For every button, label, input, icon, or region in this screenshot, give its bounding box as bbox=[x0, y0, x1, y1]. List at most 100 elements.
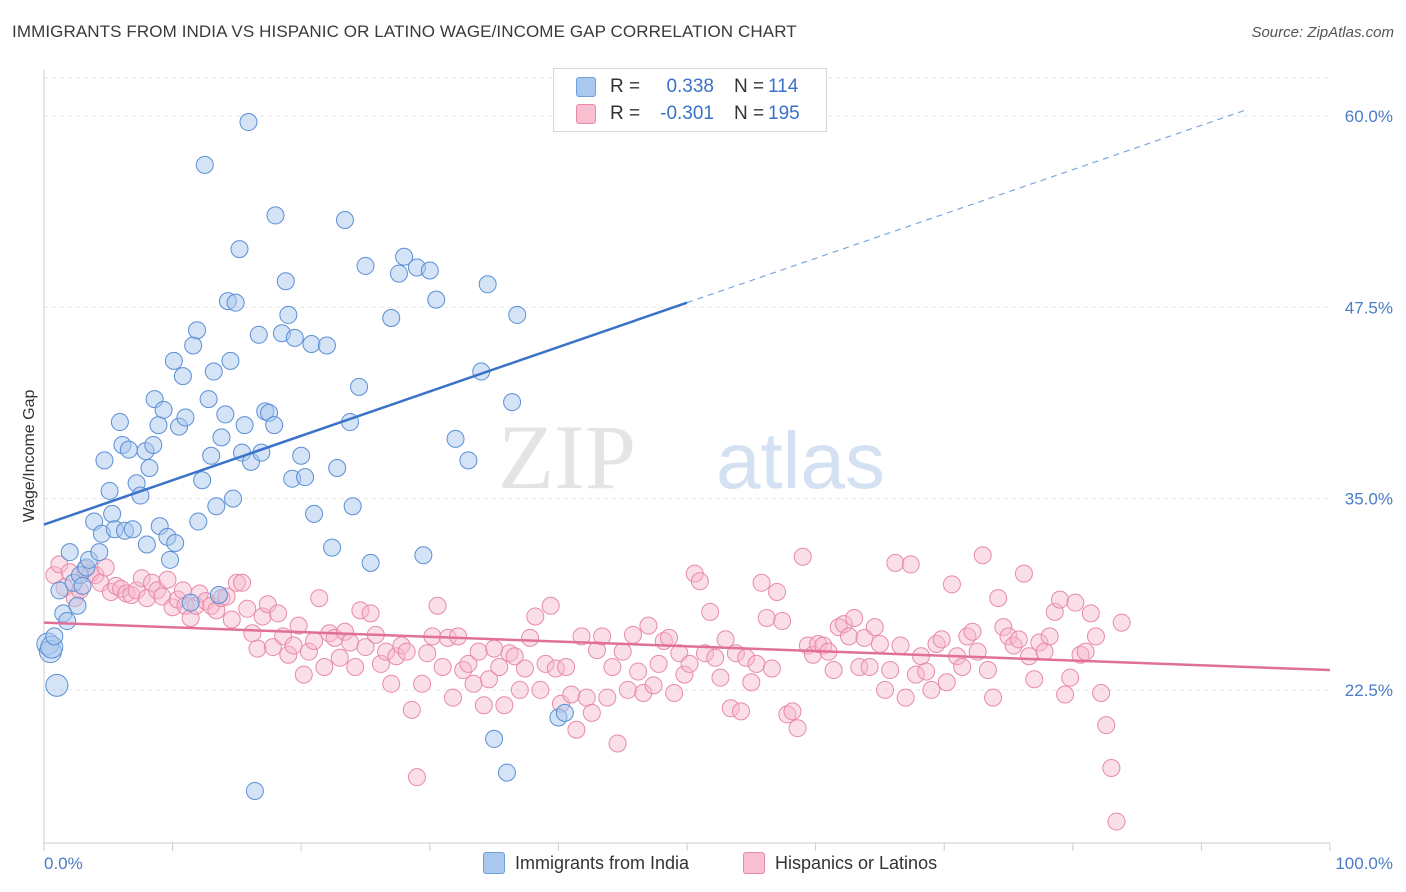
data-point-hispanic bbox=[814, 636, 833, 655]
correlation-legend: R = 0.338 N = 114 R = -0.301 N = 195 bbox=[553, 68, 827, 132]
axes bbox=[43, 70, 1331, 851]
data-point-india bbox=[45, 673, 69, 697]
data-point-hispanic bbox=[96, 558, 115, 577]
legend-item-hispanic[interactable]: Hispanics or Latinos bbox=[743, 852, 937, 874]
data-point-india bbox=[323, 538, 342, 557]
data-point-hispanic bbox=[279, 645, 298, 664]
legend-r-value: 0.338 bbox=[666, 76, 714, 97]
data-point-hispanic bbox=[490, 657, 509, 676]
data-point-hispanic bbox=[346, 657, 365, 676]
data-point-hispanic bbox=[536, 654, 555, 673]
data-point-india bbox=[226, 293, 245, 312]
legend-label-india: Immigrants from India bbox=[515, 852, 690, 873]
data-point-india bbox=[356, 256, 375, 275]
data-point-hispanic bbox=[603, 657, 622, 676]
data-point-hispanic bbox=[783, 702, 802, 721]
legend-r-label: R = bbox=[610, 76, 641, 97]
data-point-india bbox=[209, 586, 228, 605]
data-point-hispanic bbox=[500, 644, 519, 663]
series-hispanics bbox=[45, 546, 1131, 831]
data-point-hispanic bbox=[459, 654, 478, 673]
data-point-india bbox=[389, 264, 408, 283]
data-point-india bbox=[90, 543, 109, 562]
data-point-hispanic bbox=[428, 596, 447, 615]
data-point-hispanic bbox=[886, 553, 905, 572]
data-point-hispanic bbox=[747, 654, 766, 673]
data-point-hispanic bbox=[50, 555, 69, 574]
data-point-hispanic bbox=[557, 657, 576, 676]
data-point-hispanic bbox=[132, 569, 151, 588]
data-point-hispanic bbox=[901, 555, 920, 574]
data-point-hispanic bbox=[896, 688, 915, 707]
data-point-hispanic bbox=[675, 665, 694, 684]
data-point-india bbox=[285, 328, 304, 347]
data-point-india bbox=[50, 581, 69, 600]
data-point-hispanic bbox=[644, 676, 663, 695]
data-point-india bbox=[184, 336, 203, 355]
data-point-hispanic bbox=[711, 668, 730, 687]
data-point-india bbox=[149, 416, 168, 435]
data-point-india bbox=[265, 416, 284, 435]
data-point-hispanic bbox=[227, 573, 246, 592]
data-point-india bbox=[173, 367, 192, 386]
data-point-hispanic bbox=[1056, 685, 1075, 704]
data-point-india bbox=[189, 512, 208, 531]
data-point-hispanic bbox=[382, 674, 401, 693]
y-tick-label: 35.0% bbox=[1345, 490, 1393, 509]
data-point-india bbox=[123, 520, 142, 539]
data-point-hispanic bbox=[690, 572, 709, 591]
data-point-hispanic bbox=[917, 662, 936, 681]
data-point-hispanic bbox=[860, 657, 879, 676]
data-point-hispanic bbox=[577, 688, 596, 707]
data-point-hispanic bbox=[402, 700, 421, 719]
data-point-india bbox=[45, 627, 64, 646]
data-point-hispanic bbox=[1066, 593, 1085, 612]
data-point-india bbox=[154, 400, 173, 419]
data-point-hispanic bbox=[680, 654, 699, 673]
data-point-india bbox=[317, 336, 336, 355]
data-point-hispanic bbox=[649, 654, 668, 673]
data-point-india bbox=[279, 305, 298, 324]
data-point-hispanic bbox=[762, 659, 781, 678]
data-point-hispanic bbox=[1061, 668, 1080, 687]
data-point-hispanic bbox=[788, 719, 807, 738]
data-point-hispanic bbox=[433, 657, 452, 676]
data-point-hispanic bbox=[598, 688, 617, 707]
data-point-hispanic bbox=[330, 648, 349, 667]
data-point-hispanic bbox=[984, 688, 1003, 707]
data-point-hispanic bbox=[356, 638, 375, 657]
data-point-hispanic bbox=[515, 659, 534, 678]
data-point-hispanic bbox=[299, 642, 318, 661]
data-point-hispanic bbox=[942, 575, 961, 594]
watermark-zip: ZIP bbox=[498, 406, 636, 508]
legend-row-india: R = 0.338 N = 114 bbox=[576, 74, 798, 100]
data-point-india bbox=[221, 351, 240, 370]
data-point-hispanic bbox=[1086, 627, 1105, 646]
data-point-hispanic bbox=[1071, 645, 1090, 664]
legend-item-india[interactable]: Immigrants from India bbox=[483, 852, 689, 874]
data-point-hispanic bbox=[351, 601, 370, 620]
data-point-india bbox=[144, 436, 163, 455]
legend-n-label: N = bbox=[734, 103, 765, 124]
data-point-hispanic bbox=[248, 639, 267, 658]
data-point-hispanic bbox=[1102, 758, 1121, 777]
data-point-hispanic bbox=[284, 636, 303, 655]
data-point-hispanic bbox=[443, 688, 462, 707]
data-point-india bbox=[497, 763, 516, 782]
data-point-hispanic bbox=[572, 627, 591, 646]
data-point-hispanic bbox=[768, 582, 787, 601]
legend-label-hispanic: Hispanics or Latinos bbox=[775, 852, 938, 873]
data-point-hispanic bbox=[587, 641, 606, 660]
data-point-hispanic bbox=[418, 644, 437, 663]
x-tick-label: 0.0% bbox=[44, 854, 83, 873]
data-point-india bbox=[119, 440, 138, 459]
y-axis-label: Wage/Income Gap bbox=[21, 390, 38, 523]
data-point-india bbox=[420, 261, 439, 280]
data-point-india bbox=[100, 481, 119, 500]
data-point-india bbox=[350, 377, 369, 396]
data-point-hispanic bbox=[469, 642, 488, 661]
data-point-hispanic bbox=[906, 665, 925, 684]
data-point-india bbox=[188, 321, 207, 340]
data-point-hispanic bbox=[495, 696, 514, 715]
data-point-hispanic bbox=[510, 680, 529, 699]
